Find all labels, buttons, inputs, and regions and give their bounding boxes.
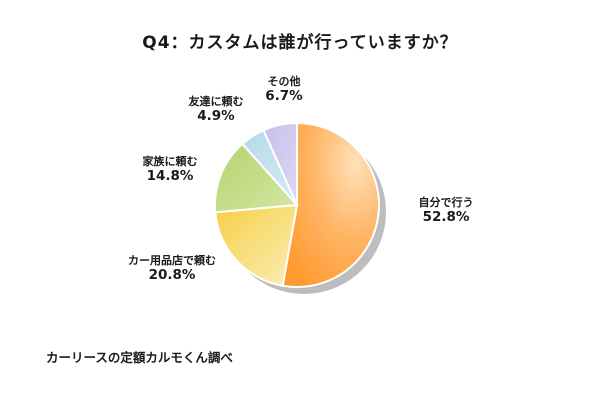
slice-other bbox=[262, 121, 298, 206]
label-other: その他 6.7% bbox=[265, 75, 303, 104]
slice-family bbox=[214, 142, 300, 214]
source-note: カーリースの定額カルモくん調べ bbox=[46, 350, 233, 365]
label-shop: カー用品店で頼む 20.8% bbox=[128, 254, 216, 283]
label-self: 自分で行う 52.8% bbox=[418, 196, 474, 225]
label-friend: 友達に頼む 4.9% bbox=[188, 95, 244, 124]
chart-title: Q4：カスタムは誰が行っていますか？ bbox=[142, 33, 458, 53]
slice-shop bbox=[214, 203, 299, 287]
label-family: 家族に頼む 14.8% bbox=[142, 155, 198, 184]
slice-self bbox=[281, 121, 380, 288]
